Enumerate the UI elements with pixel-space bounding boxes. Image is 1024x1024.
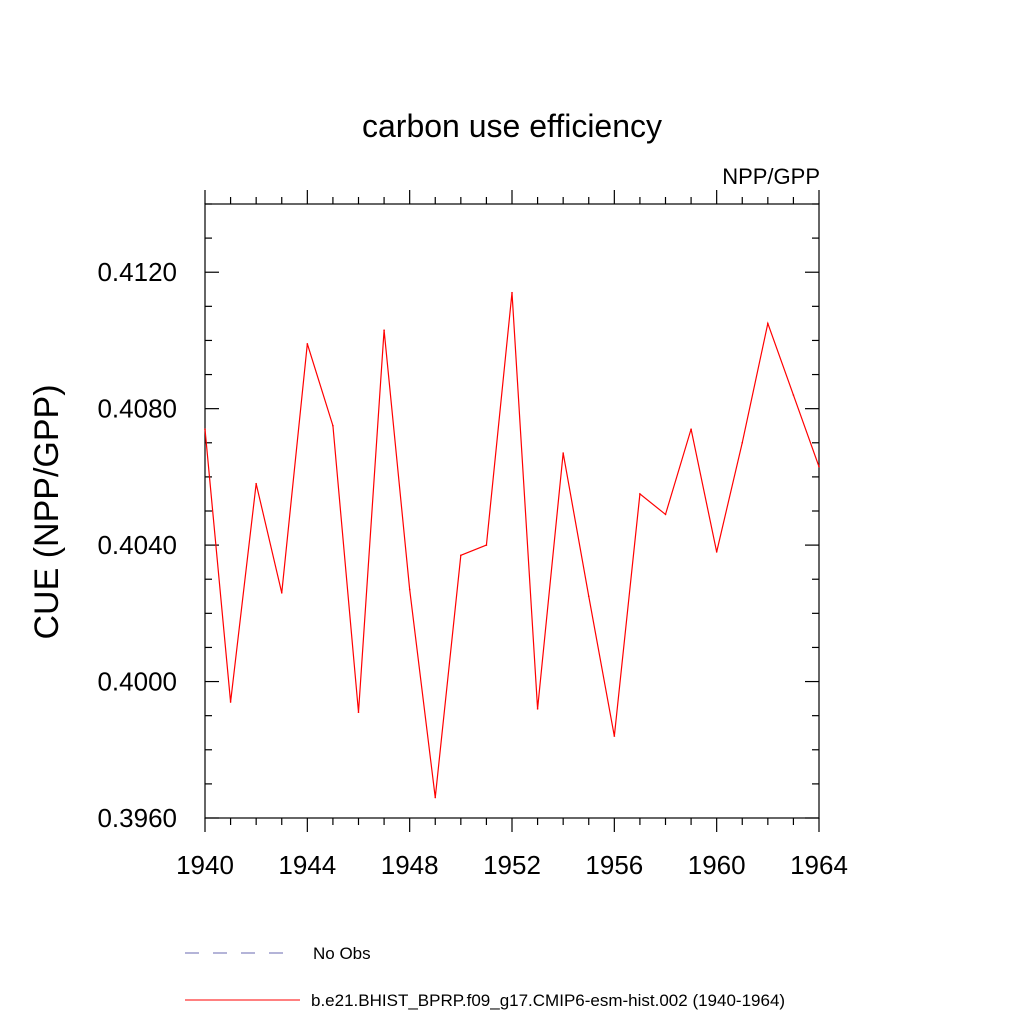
y-axis-label: CUE (NPP/GPP) — [28, 384, 66, 639]
x-tick-label: 1960 — [688, 850, 746, 880]
data-point — [332, 424, 334, 427]
data-point — [229, 701, 232, 703]
data-point — [639, 493, 641, 495]
data-point — [792, 394, 795, 396]
data-point — [767, 322, 769, 325]
x-tick-label: 1964 — [790, 850, 848, 880]
y-tick-label: 0.4040 — [97, 530, 177, 560]
data-point — [511, 291, 513, 294]
x-tick-label: 1948 — [381, 850, 439, 880]
data-point — [715, 551, 718, 553]
legend: No Obs b.e21.BHIST_BPRP.f09_g17.CMIP6-es… — [185, 944, 785, 1010]
legend-label-no-obs: No Obs — [313, 944, 371, 963]
series-points — [204, 291, 820, 799]
data-point — [357, 711, 360, 714]
data-point — [664, 513, 667, 516]
data-point — [460, 554, 462, 557]
data-point — [741, 441, 744, 444]
data-point — [818, 465, 820, 468]
y-tick-label: 0.3960 — [97, 803, 177, 833]
data-point — [690, 428, 692, 430]
legend-label-model: b.e21.BHIST_BPRP.f09_g17.CMIP6-esm-hist.… — [311, 991, 785, 1010]
data-point — [255, 482, 257, 485]
data-point — [613, 735, 616, 737]
data-point — [383, 329, 385, 332]
data-point — [434, 796, 437, 799]
y-tick-label: 0.4080 — [97, 394, 177, 424]
x-tick-label: 1944 — [278, 850, 336, 880]
data-point — [485, 544, 488, 546]
axis-ticks — [204, 190, 820, 832]
x-tick-label: 1952 — [483, 850, 541, 880]
data-point — [204, 428, 206, 430]
x-tick-label: 1940 — [176, 850, 234, 880]
data-point — [280, 592, 283, 594]
data-point — [408, 588, 411, 591]
data-point — [587, 595, 590, 598]
y-tick-label: 0.4120 — [97, 257, 177, 287]
data-point — [536, 708, 539, 710]
series-line-cue — [204, 292, 820, 798]
x-tick-labels: 1940 1944 1948 1952 1956 1960 1964 — [176, 850, 848, 880]
data-point — [562, 452, 564, 454]
x-tick-label: 1956 — [585, 850, 643, 880]
y-tick-labels: 0.3960 0.4000 0.4040 0.4080 0.4120 — [97, 257, 177, 833]
y-tick-label: 0.4000 — [97, 667, 177, 697]
chart-title: carbon use efficiency — [362, 108, 662, 144]
chart-subtitle: NPP/GPP — [722, 164, 820, 189]
data-point — [306, 343, 309, 345]
